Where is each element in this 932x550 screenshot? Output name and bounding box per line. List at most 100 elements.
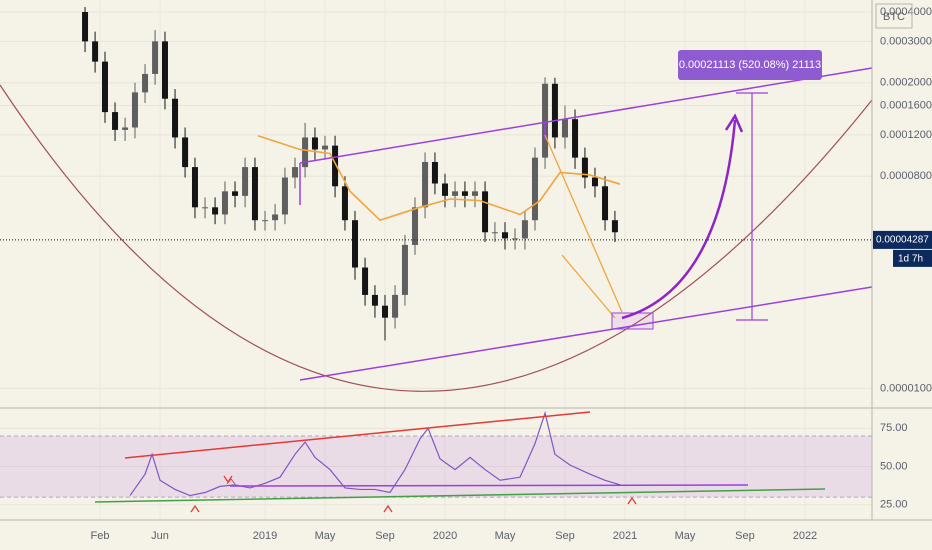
candle-body: [602, 186, 609, 221]
drawings: [0, 67, 873, 513]
candle-body: [362, 267, 369, 295]
candle-body: [611, 220, 618, 233]
countdown-box: [893, 249, 932, 267]
rsi-line: [129, 410, 621, 497]
last-price-box: [873, 230, 932, 249]
candle-body: [531, 157, 538, 221]
candle-body: [521, 220, 528, 239]
channel-upper: [299, 67, 873, 164]
rsi-band: [0, 435, 872, 498]
candle-body: [551, 83, 558, 138]
candle-body: [572, 119, 579, 158]
candle-body: [452, 191, 459, 196]
x-tick-label: May: [495, 530, 516, 542]
candle-body: [142, 73, 149, 93]
x-tick-label: May: [675, 530, 696, 542]
candle-body: [272, 214, 279, 221]
candle-body: [161, 41, 168, 99]
candle-body: [101, 61, 108, 113]
rsi-trendline: [229, 484, 749, 487]
candle-body: [292, 167, 299, 178]
arrow-head: [724, 113, 744, 133]
x-tick-label: May: [315, 530, 336, 542]
candle-body: [461, 191, 468, 196]
candle-body: [382, 305, 389, 318]
candle-body: [542, 83, 549, 158]
candle-body: [322, 145, 329, 150]
x-tick-label: 2021: [613, 530, 637, 542]
wedge-line: [544, 134, 623, 313]
candle-body: [172, 98, 179, 138]
annotation-box: [678, 50, 822, 80]
candle-body: [311, 137, 318, 150]
marker: [383, 504, 393, 513]
candle-body: [431, 161, 438, 184]
candle-body: [471, 191, 478, 196]
y-tick-label: 25.00: [880, 499, 908, 511]
marker: [190, 504, 200, 513]
x-tick-label: 2019: [253, 530, 277, 542]
candle-body: [92, 41, 99, 62]
candle-body: [82, 12, 89, 42]
symbol-box: [875, 3, 913, 29]
candle-body: [221, 191, 228, 215]
candle-body: [441, 183, 448, 196]
candle-body: [422, 161, 429, 208]
wedge-line: [561, 254, 616, 319]
candle-body: [401, 244, 408, 295]
y-tick-label: 75.00: [880, 422, 908, 434]
rsi-trendline: [94, 488, 826, 503]
candle-body: [412, 207, 419, 245]
arc-drawing: [0, 84, 873, 392]
projection-arrow: [621, 119, 737, 320]
annotation: 0.00021113 (520.08%) 21113: [679, 59, 821, 71]
candle-body: [332, 145, 339, 187]
candle-body: [251, 167, 258, 221]
candle-body: [392, 294, 399, 318]
candle-body: [482, 191, 489, 233]
candle-body: [591, 177, 598, 187]
candle-body: [242, 167, 249, 196]
x-tick-label: Feb: [91, 530, 110, 542]
y-tick-label: 50.00: [880, 460, 908, 472]
candle-body: [281, 177, 288, 215]
x-tick-label: Jun: [151, 530, 169, 542]
x-tick-label: 2020: [433, 530, 457, 542]
candle-body: [341, 186, 348, 221]
channel-lower: [299, 286, 873, 381]
candle-body: [371, 294, 378, 306]
countdown: 1d 7h: [898, 254, 923, 265]
y-tick-label: 0.00040000: [880, 6, 932, 18]
x-tick-label: Sep: [375, 530, 395, 542]
marker: [627, 496, 637, 505]
rsi-trendline: [124, 411, 591, 459]
candle-body: [202, 207, 209, 209]
candle-body: [131, 92, 138, 128]
moving-average: [257, 134, 621, 222]
candle-body: [581, 157, 588, 178]
marker: [223, 475, 233, 484]
symbol: BTC: [883, 11, 905, 23]
candle-body: [352, 220, 359, 268]
candle-body: [302, 137, 309, 168]
candle-body: [262, 220, 269, 222]
candle-body: [512, 238, 519, 240]
candle-body: [212, 207, 219, 215]
last-price-label: 0.00004287: [876, 235, 929, 246]
candle-body: [112, 112, 119, 130]
candle-body: [561, 119, 568, 138]
candle-body: [191, 167, 198, 208]
candle-body: [122, 127, 129, 130]
candle-body: [491, 232, 498, 234]
x-tick-label: Sep: [555, 530, 575, 542]
x-tick-label: Sep: [735, 530, 755, 542]
candle-body: [501, 232, 508, 239]
